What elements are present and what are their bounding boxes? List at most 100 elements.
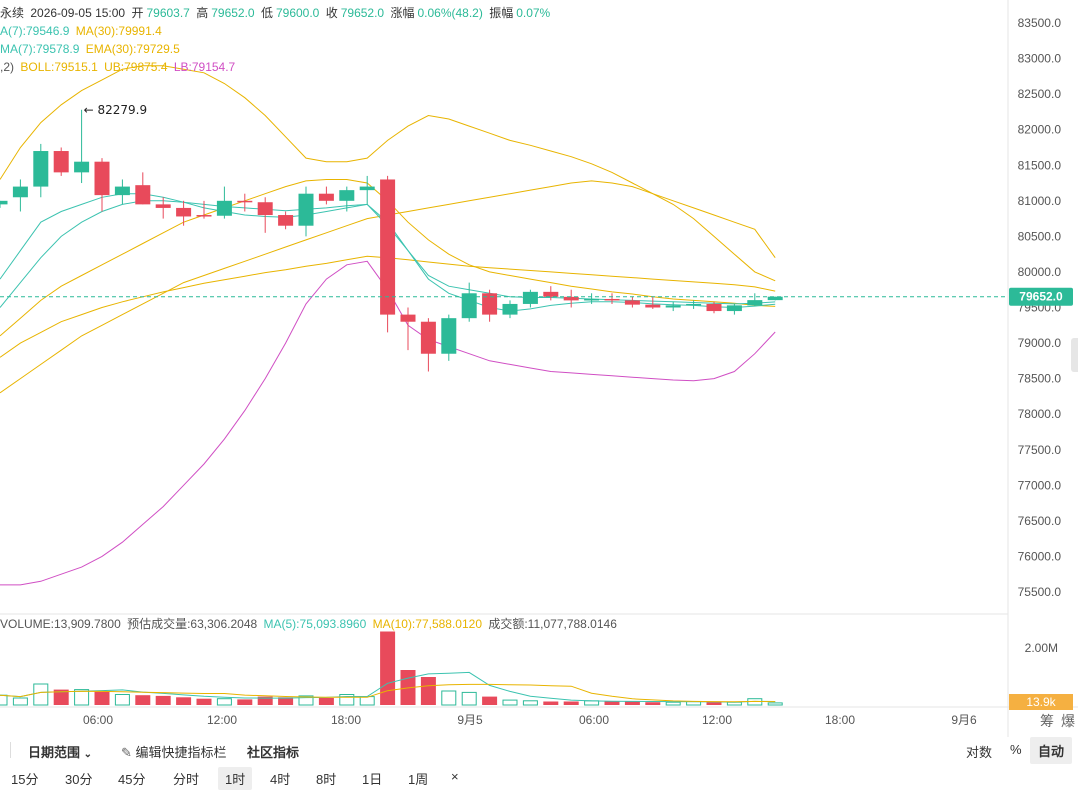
- candle-body-18: [359, 186, 375, 191]
- volume-ma10: MA(10):77,588.0120: [372, 617, 482, 631]
- market-status: 永续: [0, 6, 25, 20]
- last-volume-tag: 13.9k: [1026, 695, 1056, 709]
- timeframe-6[interactable]: 8时: [316, 772, 337, 787]
- chevron-down-icon: ⌄: [83, 749, 93, 760]
- timeframe-4[interactable]: 1时: [218, 767, 253, 790]
- candle-body-16: [318, 193, 334, 201]
- volume-tick: 2.00M: [1025, 641, 1058, 655]
- candle-body-37: [747, 300, 763, 306]
- percent-scale-button[interactable]: %: [1010, 742, 1022, 757]
- price-tick-4: 81500.0: [1018, 158, 1062, 172]
- close-value: 79652.0: [340, 6, 385, 20]
- timeframe-1[interactable]: 30分: [65, 772, 93, 787]
- log-scale-button[interactable]: 对数: [966, 745, 993, 760]
- boll-info-line: ,2) BOLL:79515.1 UB:79875.4 LB:79154.7: [0, 60, 238, 74]
- candle-body-21: [420, 321, 436, 354]
- timeframe-0[interactable]: 15分: [11, 772, 39, 787]
- timeframe-bar: 15分 30分 45分 分时 1时 4时 8时 1日 1周 ×: [0, 762, 1078, 790]
- price-tick-16: 75500.0: [1018, 585, 1062, 599]
- timeframe-2[interactable]: 45分: [118, 772, 146, 787]
- close-label: 收: [325, 6, 338, 20]
- candle-body-12: [237, 200, 253, 203]
- candle-body-38: [767, 296, 783, 301]
- candle-body-23: [461, 293, 477, 319]
- volume-bar-1: [12, 697, 28, 706]
- price-tick-3: 82000.0: [1018, 123, 1062, 137]
- candle-body-20: [400, 314, 416, 322]
- volume-bar-4: [74, 689, 90, 706]
- volume-bar-22: [441, 690, 457, 706]
- volume-bar-0: [0, 694, 8, 706]
- volume-bar-14: [278, 697, 294, 705]
- volume-bar-9: [176, 697, 192, 705]
- chart-toolbar: 日期范围 ⌄ ✎ 编辑快捷指标栏 社区指标 对数 % 自动: [0, 737, 1078, 764]
- last-price-tag-bg: [1009, 287, 1073, 306]
- candle-body-6: [114, 186, 130, 196]
- timeframe-8[interactable]: 1周: [408, 772, 429, 787]
- volume-bar-3: [53, 689, 69, 705]
- candle-body-22: [441, 318, 457, 354]
- volume-bar-13: [257, 696, 273, 705]
- volume-bar-17: [339, 694, 355, 706]
- timeframe-9[interactable]: ×: [451, 769, 459, 784]
- corner-label-0[interactable]: 筹: [1040, 713, 1054, 730]
- side-panel-handle[interactable]: [1071, 338, 1078, 372]
- volume-bar-15: [298, 695, 314, 706]
- time-label-1: 12:00: [207, 713, 237, 727]
- estimated-volume: 预估成交量:63,306.2048: [127, 617, 258, 631]
- auto-scale-button[interactable]: 自动: [1029, 737, 1072, 764]
- date-range-label: 日期范围: [28, 745, 81, 760]
- candle-body-25: [502, 303, 518, 315]
- candle-body-35: [706, 303, 722, 312]
- candle-body-14: [278, 215, 294, 226]
- low-label: 低: [260, 6, 273, 20]
- volume-ma5-line: [0, 671, 776, 703]
- volume-bar-28: [563, 701, 579, 705]
- change-label: 涨幅: [390, 6, 415, 20]
- chart-canvas[interactable]: 83500.0 83000.0 82500.0 82000.0 81500.0 81000…: [0, 0, 1078, 737]
- price-tick-5: 81000.0: [1018, 194, 1062, 208]
- change-value: 0.06%(48.2): [417, 6, 483, 20]
- time-label-3: 9月5: [457, 713, 483, 727]
- volume-bar-8: [155, 695, 171, 705]
- volume-bar-27: [543, 701, 559, 705]
- candle-body-11: [216, 200, 232, 216]
- candle-body-19: [380, 179, 396, 315]
- date-range-button[interactable]: 日期范围 ⌄: [28, 742, 92, 761]
- corner-label-1[interactable]: 爆: [1061, 714, 1075, 730]
- ma7-value: A(7):79546.9: [0, 24, 70, 38]
- last-volume-tag-bg: [1009, 694, 1073, 710]
- timeframe-3[interactable]: 分时: [173, 772, 200, 787]
- timeframe-5[interactable]: 4时: [270, 772, 291, 787]
- amplitude-label: 振幅: [489, 6, 514, 20]
- price-tick-14: 76500.0: [1018, 514, 1062, 528]
- volume-bar-11: [216, 698, 232, 706]
- edit-indicators-button[interactable]: ✎ 编辑快捷指标栏: [121, 742, 227, 761]
- boll-ub-value: UB:79875.4: [104, 60, 168, 74]
- last-price-tag: 79652.0: [1019, 290, 1063, 304]
- candle-body-7: [135, 185, 151, 205]
- candle-body-5: [94, 161, 110, 196]
- candle-body-33: [665, 305, 681, 308]
- toolbar-divider: [10, 742, 11, 758]
- candle-body-26: [522, 291, 538, 304]
- volume-bar-31: [624, 701, 640, 705]
- ma-info-line: A(7):79546.9 MA(30):79991.4: [0, 24, 165, 38]
- ema7-value: MA(7):79578.9: [0, 42, 80, 56]
- volume-bar-23: [461, 691, 477, 706]
- candle-body-8: [155, 204, 171, 208]
- volume-bar-6: [114, 694, 130, 706]
- open-value: 79603.7: [146, 6, 190, 20]
- high-label: 高: [196, 6, 209, 20]
- community-indicators-button[interactable]: 社区指标: [247, 745, 300, 760]
- price-tick-13: 77000.0: [1018, 478, 1062, 492]
- volume-bar-19: [380, 631, 396, 705]
- low-value: 79600.0: [275, 6, 320, 20]
- volume-bar-7: [135, 695, 151, 705]
- candle-body-0: [0, 200, 8, 205]
- candle-body-34: [686, 303, 702, 306]
- timeframe-7[interactable]: 1日: [362, 772, 383, 787]
- price-tick-6: 80500.0: [1018, 229, 1062, 243]
- edit-icon: ✎: [121, 745, 132, 760]
